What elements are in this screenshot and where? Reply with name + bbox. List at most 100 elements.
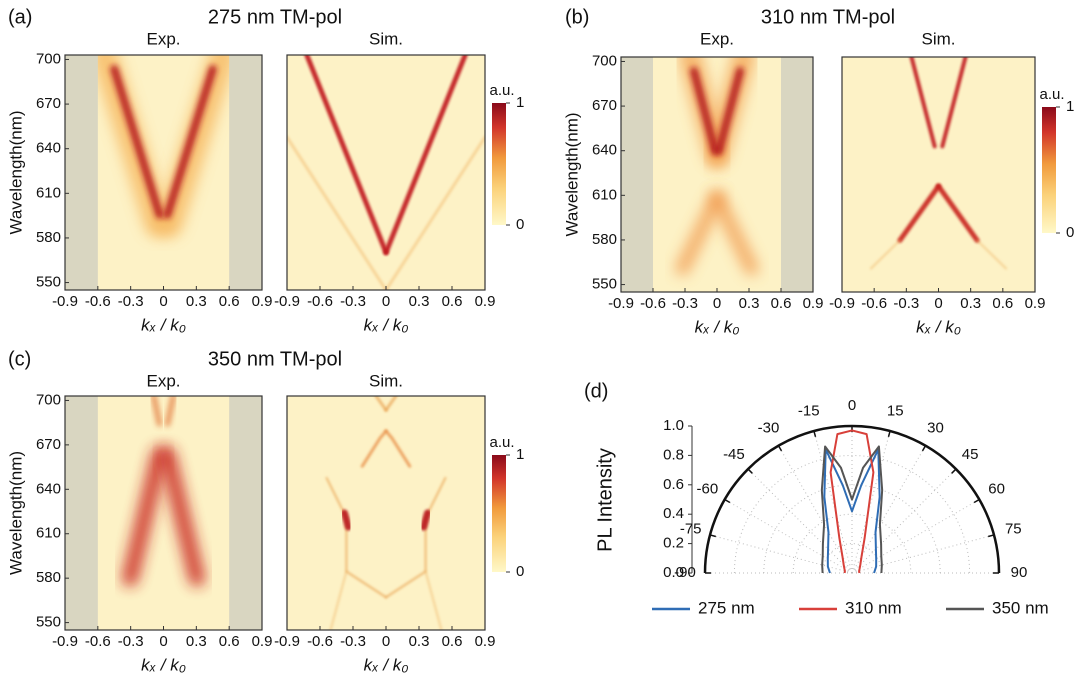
y-tick-label: 1.0	[663, 417, 684, 434]
x-tick-label: 0	[713, 295, 721, 312]
heatmap	[65, 55, 262, 290]
na-mask	[65, 55, 98, 290]
x-tick-label: -75	[680, 521, 702, 538]
legend-label: 310 nm	[845, 598, 902, 617]
x-tick-label: 0.6	[442, 633, 463, 650]
x-tick-label: -0.6	[307, 633, 333, 650]
y-tick-label: 550	[592, 276, 617, 293]
x-tick-label: 0.6	[219, 293, 240, 310]
intensity-streak	[869, 239, 901, 270]
polar-line	[820, 445, 884, 574]
intensity-streak	[675, 191, 724, 276]
subplot-title: Sim.	[922, 29, 956, 48]
x-tick-label: -0.6	[307, 293, 333, 310]
x-tick-label: -0.3	[672, 295, 698, 312]
intensity-streak	[325, 476, 387, 599]
intensity-streak	[151, 396, 163, 427]
panel-title: 350 nm TM-pol	[208, 348, 342, 370]
x-tick-label: -0.9	[829, 295, 855, 312]
x-tick-label: -45	[723, 446, 745, 463]
heatmap	[287, 396, 485, 630]
y-axis-label: Wavelength(nm)	[6, 110, 25, 234]
x-tick-label: 0	[848, 397, 856, 414]
x-tick-label: 0.3	[409, 633, 430, 650]
y-tick-label: 0.6	[663, 476, 684, 493]
grid-arc	[822, 543, 882, 574]
intensity-streak	[897, 183, 941, 243]
x-tick-label: 0	[934, 295, 942, 312]
heatmap	[842, 57, 1035, 292]
intensity-streak	[287, 135, 388, 290]
x-tick-label: 0.3	[739, 295, 760, 312]
y-tick-label: 0.8	[663, 446, 684, 463]
polar-line	[823, 448, 881, 574]
colorbar-tick-label: 0	[516, 563, 524, 580]
colorbar-tick-label: 0	[1066, 224, 1074, 241]
y-tick-label: 580	[36, 569, 61, 586]
grid-spoke	[724, 499, 853, 574]
y-axis-label: Wavelength(nm)	[562, 112, 581, 236]
intensity-streak	[384, 429, 412, 468]
x-tick-label: 0.3	[186, 293, 207, 310]
y-tick-label: 700	[36, 391, 61, 408]
panel: (d) 0.0 0.2 0.4 0.6 0.8 1.0 PL Intensity -90 -75 -…	[584, 380, 1049, 617]
grid-spoke	[851, 468, 957, 574]
subplot-title: Sim.	[369, 371, 403, 390]
y-tick-label: 670	[592, 97, 617, 114]
y-tick-label: 580	[592, 231, 617, 248]
x-tick-label: -0.3	[893, 295, 919, 312]
grid-spoke	[747, 468, 853, 574]
intensity-streak	[164, 396, 176, 427]
heatmap-background	[287, 396, 485, 630]
intensity-streak	[940, 57, 968, 149]
x-tick-label: -0.6	[640, 295, 666, 312]
x-tick-label: 0	[159, 293, 167, 310]
x-tick-label: -15	[798, 403, 820, 420]
intensity-streak	[689, 67, 720, 155]
x-tick-label: 0.6	[992, 295, 1013, 312]
intensity-streak	[936, 183, 980, 243]
y-tick-label: 0.0	[663, 564, 684, 581]
x-axis-label: kₓ / k₀	[695, 317, 740, 336]
x-tick-label: 0.6	[442, 293, 463, 310]
na-mask	[229, 396, 262, 630]
x-tick-label: -0.3	[340, 293, 366, 310]
x-tick-label: 0.6	[219, 633, 240, 650]
panel-title: 275 nm TM-pol	[208, 6, 342, 28]
legend-label: 275 nm	[698, 598, 755, 617]
x-tick-label: 0.9	[803, 295, 824, 312]
x-axis-label: kₓ / k₀	[141, 315, 186, 334]
y-tick-label: 610	[592, 186, 617, 203]
subplot-title: Sim.	[369, 29, 403, 48]
intensity-streak	[383, 55, 468, 255]
x-tick-label: -0.9	[52, 293, 78, 310]
intensity-streak	[420, 509, 432, 531]
x-tick-label: 0.3	[409, 293, 430, 310]
x-tick-label: 0.3	[186, 633, 207, 650]
subplot-title: Exp.	[700, 29, 734, 48]
y-tick-label: 610	[36, 525, 61, 542]
panel-label: (d)	[584, 380, 608, 402]
y-tick-label: 640	[36, 480, 61, 497]
intensity-streak	[329, 570, 348, 630]
y-tick-label: 550	[36, 274, 61, 291]
x-tick-label: 60	[988, 480, 1005, 497]
x-tick-label: 0.9	[1025, 295, 1046, 312]
colorbar	[1042, 107, 1056, 233]
na-mask	[621, 57, 653, 292]
intensity-streak	[976, 239, 1008, 270]
intensity-streak	[909, 57, 937, 149]
panel: (a) 275 nm TM-pol Exp. -0.9 -0.6 -0.3 0 0.3 0.6 0…	[6, 6, 524, 334]
panel: (b) 310 nm TM-pol Exp. -0.9 -0.6 -0.3 0 0.3 0.6 0…	[562, 6, 1074, 336]
colorbar-label: a.u.	[1039, 86, 1064, 103]
x-tick-label: -0.3	[118, 633, 144, 650]
y-tick-label: 580	[36, 229, 61, 246]
x-tick-label: 75	[1005, 521, 1022, 538]
y-axis-label: PL Intensity	[594, 448, 616, 552]
heatmap	[65, 396, 262, 630]
x-tick-label: 0	[382, 293, 390, 310]
x-tick-label: -0.6	[85, 633, 111, 650]
x-tick-label: -90	[674, 564, 696, 581]
x-tick-label: 15	[887, 403, 904, 420]
grid-spoke	[778, 445, 853, 574]
